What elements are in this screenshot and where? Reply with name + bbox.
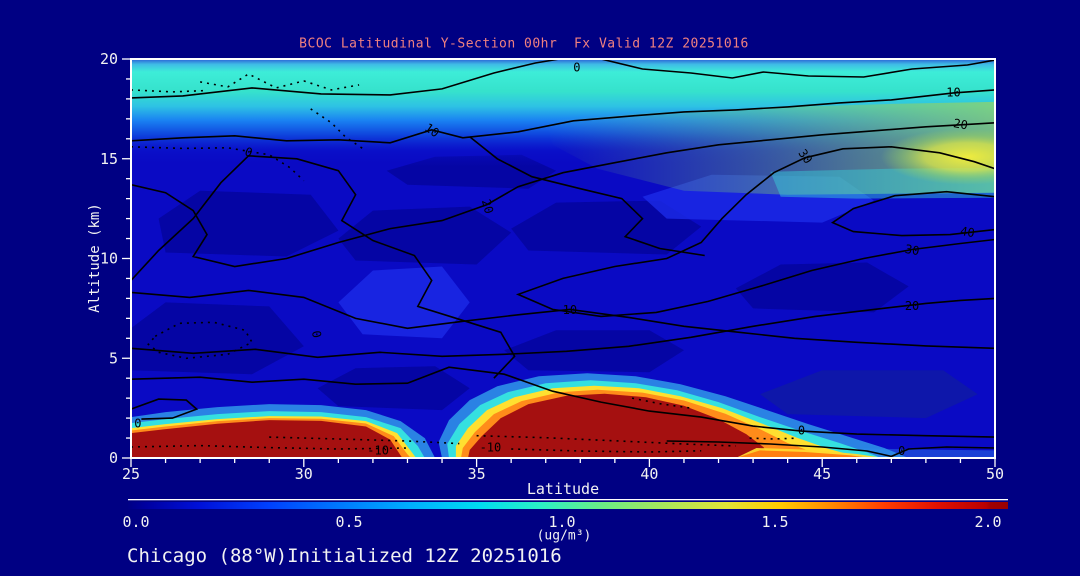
- contour-line-solid: [469, 136, 705, 257]
- colorbar-tick-label: 0.0: [122, 513, 149, 531]
- upper-right-green-band: [545, 101, 995, 195]
- contour-label: 10: [946, 85, 960, 99]
- contour-line-solid: [131, 398, 199, 420]
- y-tick-label: 20: [100, 50, 118, 68]
- contour-label: 0: [798, 424, 805, 438]
- contour-line-solid: [666, 440, 995, 458]
- x-tick-label: 30: [295, 465, 313, 483]
- colorbar-tick-label: 1.0: [548, 513, 575, 531]
- y-tick-label: 5: [109, 349, 118, 367]
- contour-label: 40: [959, 224, 976, 240]
- colorbar: [128, 502, 1008, 509]
- contour-label: 20: [479, 198, 496, 216]
- contour-label: 30: [904, 242, 921, 258]
- contour-line-solid: [131, 366, 995, 438]
- plot-area: 0 0 10 10 20 20 20 30 30 40 10 0 0 0 0 -10 -10: [131, 59, 995, 458]
- contour-line-solid: [830, 190, 995, 237]
- contour-label: 0: [243, 144, 255, 160]
- contour-label: 0: [134, 417, 141, 431]
- surface-plume-layer: [735, 450, 871, 458]
- contour-line-solid: [131, 154, 516, 379]
- contour-label: 30: [795, 147, 815, 167]
- y-tick-label: 15: [100, 150, 118, 168]
- tick-labels: 25 30 35 40 45 50 0 5 10 15 20: [100, 50, 1004, 483]
- colorbar-tick-label: 1.5: [761, 513, 788, 531]
- contour-label: -10: [367, 444, 389, 458]
- contour-line-dotted: [749, 437, 799, 440]
- contour-line-solid: [131, 89, 995, 144]
- x-axis-label: Latitude: [526, 480, 600, 498]
- contour-line-solid: [600, 59, 995, 79]
- field-patch: [504, 330, 684, 373]
- contour-line-solid: [131, 297, 995, 359]
- contour-line-dotted: [631, 397, 692, 409]
- colorbar-tick-label: 2.0: [974, 513, 1001, 531]
- colorbar-unit-label: (ug/m³): [536, 528, 592, 544]
- axis-ticks: [122, 58, 996, 467]
- contour-line-dotted: [131, 146, 305, 182]
- field-patch: [317, 366, 470, 411]
- plot-border: [130, 58, 996, 459]
- x-tick-label: 45: [813, 465, 831, 483]
- colorbar-top-rule: [128, 499, 1008, 501]
- contour-line-solid: [131, 122, 995, 268]
- chart-title: BCOC Latitudinal Y-Section 00hr Fx Valid…: [299, 36, 749, 52]
- field-patch: [760, 370, 978, 419]
- field-patch: [131, 302, 304, 375]
- contour-label: -10: [480, 441, 502, 455]
- contour-label: 20: [952, 116, 969, 132]
- field-patch: [735, 262, 909, 313]
- contour-line-solid: [131, 289, 995, 350]
- contour-line-dotted: [199, 73, 360, 91]
- contour-line-dotted: [310, 108, 367, 152]
- contour-line-dotted: [147, 321, 254, 360]
- contour-line-dotted: [476, 434, 736, 447]
- x-tick-label: 35: [468, 465, 486, 483]
- contour-line-solid: [131, 59, 560, 99]
- upper-right-yellow-max: [880, 128, 995, 185]
- field-patch: [511, 200, 702, 255]
- contour-label: 10: [563, 303, 577, 317]
- field-patch: [338, 266, 470, 339]
- x-tick-label: 50: [986, 465, 1004, 483]
- x-tick-label: 40: [640, 465, 658, 483]
- x-tick-label: 25: [122, 465, 140, 483]
- field-patch: [338, 206, 512, 265]
- caption: Chicago (88°W)Initialized 12Z 20251016: [127, 545, 562, 567]
- contour-label: 20: [905, 299, 919, 313]
- colorbar-tick-label: 0.5: [335, 513, 362, 531]
- contour-label: 0: [898, 444, 905, 458]
- contour-line-solid: [515, 145, 995, 318]
- contour-line-dotted: [131, 89, 208, 93]
- contour-label: 10: [422, 121, 442, 141]
- contour-label: 0: [573, 60, 580, 74]
- y-tick-label: 0: [109, 449, 118, 467]
- contour-label: 0: [309, 329, 324, 339]
- y-tick-label: 10: [100, 250, 118, 268]
